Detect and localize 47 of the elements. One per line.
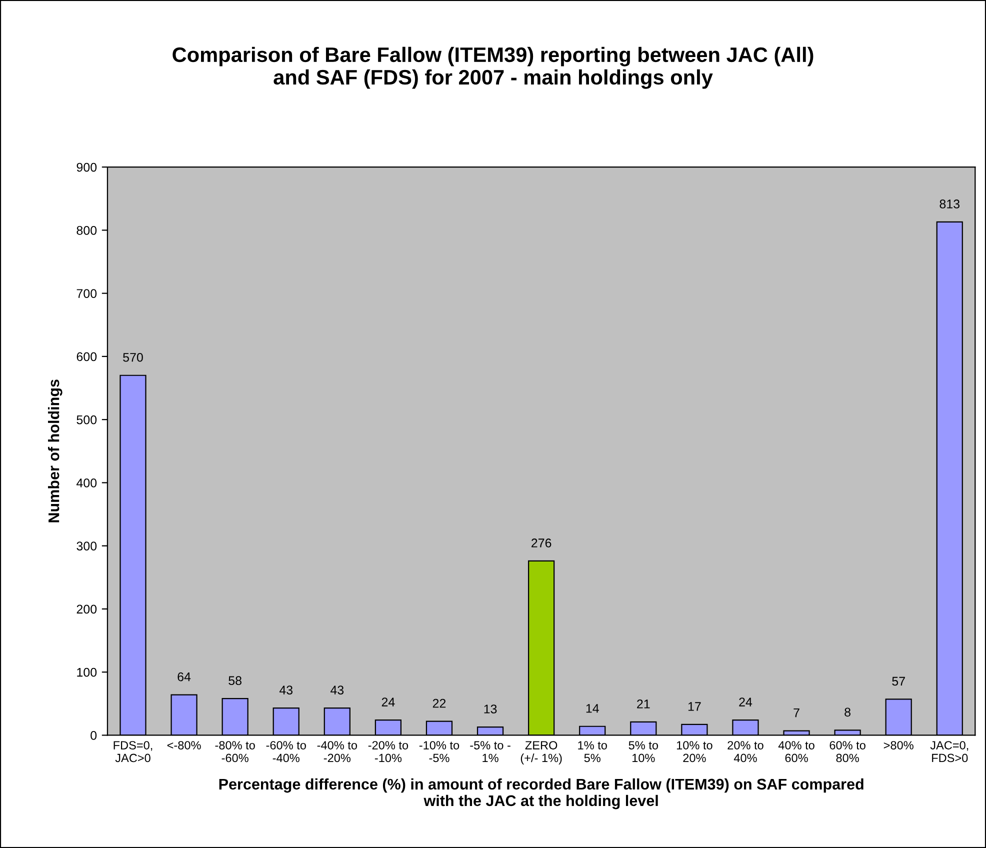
y-tick-label: 900 bbox=[76, 162, 97, 172]
x-tick-label: 20% to 40% bbox=[728, 741, 764, 762]
data-label: 21 bbox=[637, 700, 650, 708]
data-label: 13 bbox=[484, 704, 497, 714]
data-label: 813 bbox=[940, 200, 960, 208]
x-tick-label: >80% bbox=[884, 741, 914, 750]
x-axis-title: Percentage difference (%) in amount of recorded Bare Fallow (ITEM39) on SAF compared with the JAC at the holding level bbox=[219, 778, 864, 810]
y-tick-label: 500 bbox=[76, 415, 97, 424]
x-tick-label: -40% to -20% bbox=[317, 741, 358, 762]
data-label: 57 bbox=[892, 676, 905, 686]
y-tick-label: 100 bbox=[77, 668, 97, 677]
x-tick-label: -5% to - 1% bbox=[470, 741, 510, 762]
y-tick-label: 600 bbox=[76, 352, 97, 362]
x-tick-label: -20% to -10% bbox=[368, 741, 408, 762]
y-tick-label: 700 bbox=[76, 289, 97, 298]
y-tick-label: 200 bbox=[76, 604, 97, 614]
x-tick-label: <-80% bbox=[167, 741, 201, 750]
x-tick-label: 40% to 60% bbox=[778, 741, 814, 762]
y-tick-label: 300 bbox=[76, 542, 97, 550]
x-tick-label: JAC=0, FDS>0 bbox=[930, 741, 968, 762]
chart-title: Comparison of Bare Fallow (ITEM39) reporting between JAC (All) and SAF (FDS) for 2007 - main holdings only bbox=[172, 46, 814, 89]
data-label: 58 bbox=[228, 676, 242, 686]
x-tick-label: FDS=0, JAC>0 bbox=[114, 741, 152, 762]
x-tick-label: -80% to -60% bbox=[215, 741, 255, 762]
data-label: 22 bbox=[432, 698, 446, 708]
data-label: 24 bbox=[739, 698, 752, 706]
x-tick-label: -60% to -40% bbox=[266, 741, 306, 762]
data-label: 64 bbox=[178, 672, 191, 682]
data-label: 43 bbox=[330, 686, 344, 694]
data-label: 43 bbox=[279, 686, 293, 694]
y-tick-label: 0 bbox=[90, 731, 97, 740]
x-tick-label: 10% to 20% bbox=[676, 741, 712, 762]
x-tick-label: 5% to 10% bbox=[628, 741, 658, 762]
x-tick-label: -10% to -5% bbox=[419, 741, 460, 762]
x-tick-label: 60% to 80% bbox=[830, 741, 866, 762]
y-tick-label: 400 bbox=[76, 478, 97, 488]
y-tick-label: 800 bbox=[76, 226, 97, 235]
y-axis-title: Number of holdings bbox=[48, 380, 62, 522]
data-label: 570 bbox=[123, 352, 143, 362]
data-label: 276 bbox=[532, 538, 552, 548]
data-label: 14 bbox=[586, 704, 599, 713]
data-label: 7 bbox=[794, 708, 800, 718]
data-label: 8 bbox=[844, 708, 850, 717]
x-tick-label: ZERO (+/- 1%) bbox=[520, 741, 562, 764]
x-tick-label: 1% to 5% bbox=[578, 741, 607, 762]
data-label: 24 bbox=[382, 698, 395, 706]
data-label: 17 bbox=[688, 702, 701, 711]
